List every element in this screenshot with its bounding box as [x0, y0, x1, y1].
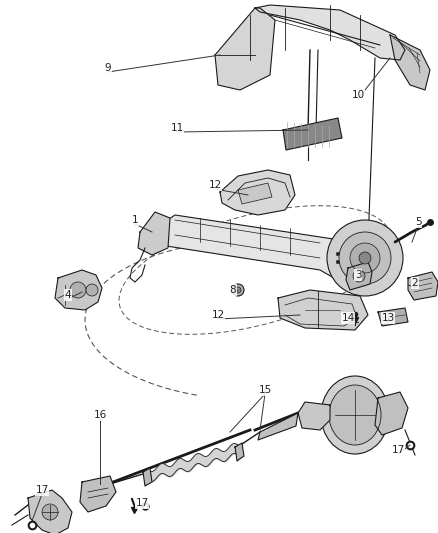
Text: 15: 15 [258, 385, 272, 395]
Polygon shape [298, 402, 330, 430]
Ellipse shape [329, 385, 381, 445]
Circle shape [353, 270, 365, 282]
Polygon shape [346, 262, 372, 290]
Text: 14: 14 [341, 313, 355, 323]
Text: 16: 16 [93, 410, 106, 420]
Polygon shape [138, 212, 170, 255]
Polygon shape [215, 8, 275, 90]
Circle shape [359, 252, 371, 264]
Polygon shape [238, 183, 272, 204]
Ellipse shape [321, 376, 389, 454]
Text: 12: 12 [208, 180, 222, 190]
Polygon shape [258, 413, 298, 440]
Circle shape [70, 282, 86, 298]
Text: 13: 13 [381, 313, 395, 323]
Text: 17: 17 [35, 485, 49, 495]
Polygon shape [255, 5, 405, 60]
Polygon shape [408, 272, 438, 300]
Polygon shape [278, 290, 368, 330]
Polygon shape [220, 170, 295, 215]
Polygon shape [55, 270, 102, 310]
Text: 17: 17 [392, 445, 405, 455]
Polygon shape [235, 443, 244, 461]
Text: 10: 10 [351, 90, 364, 100]
Polygon shape [390, 35, 430, 90]
Polygon shape [375, 392, 408, 435]
Circle shape [327, 220, 403, 296]
Text: 8: 8 [230, 285, 237, 295]
Polygon shape [28, 490, 72, 533]
Polygon shape [283, 118, 342, 150]
Polygon shape [80, 476, 116, 512]
Circle shape [350, 243, 380, 273]
Polygon shape [378, 308, 408, 326]
Text: 5: 5 [415, 217, 421, 227]
Text: 11: 11 [170, 123, 184, 133]
Text: 1: 1 [132, 215, 138, 225]
Text: 17: 17 [135, 498, 148, 508]
Circle shape [235, 287, 241, 293]
Circle shape [86, 284, 98, 296]
Text: 12: 12 [212, 310, 225, 320]
Circle shape [42, 504, 58, 520]
Circle shape [339, 232, 391, 284]
Text: 2: 2 [412, 278, 418, 288]
Text: 3: 3 [355, 270, 361, 280]
Circle shape [232, 284, 244, 296]
Polygon shape [143, 468, 152, 486]
Polygon shape [145, 215, 375, 290]
Text: 4: 4 [65, 290, 71, 300]
Text: 9: 9 [105, 63, 111, 73]
